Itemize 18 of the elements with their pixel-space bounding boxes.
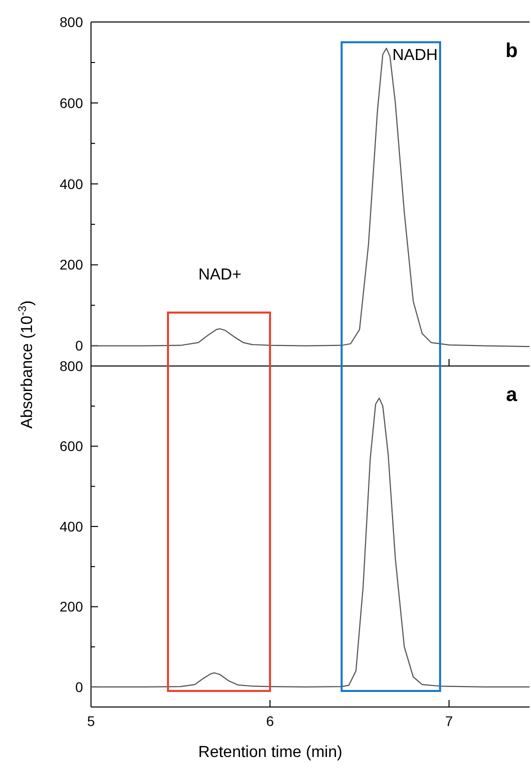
x-tick-label: 6 [266,713,274,729]
y-tick-label: 200 [60,598,84,615]
x-tick-label: 7 [445,713,454,729]
x-tick-label: 5 [87,713,96,729]
y-tick-label: 200 [60,256,84,273]
y-tick-label: 600 [60,438,84,454]
annotation: NADH [392,46,438,64]
y-tick-label: 600 [60,94,84,111]
y-tick-label: 400 [60,176,84,192]
y-tick-label: 400 [60,518,84,534]
y-tick-label: 0 [75,678,84,695]
y-tick-label: 800 [60,358,84,374]
y-tick-label: 800 [60,14,84,30]
x-axis-title: Retention time (min) [198,744,342,761]
y-tick-label: 0 [75,338,84,354]
annotation: b [505,40,518,62]
annotation: a [506,384,518,406]
annotation: NAD+ [198,266,242,284]
